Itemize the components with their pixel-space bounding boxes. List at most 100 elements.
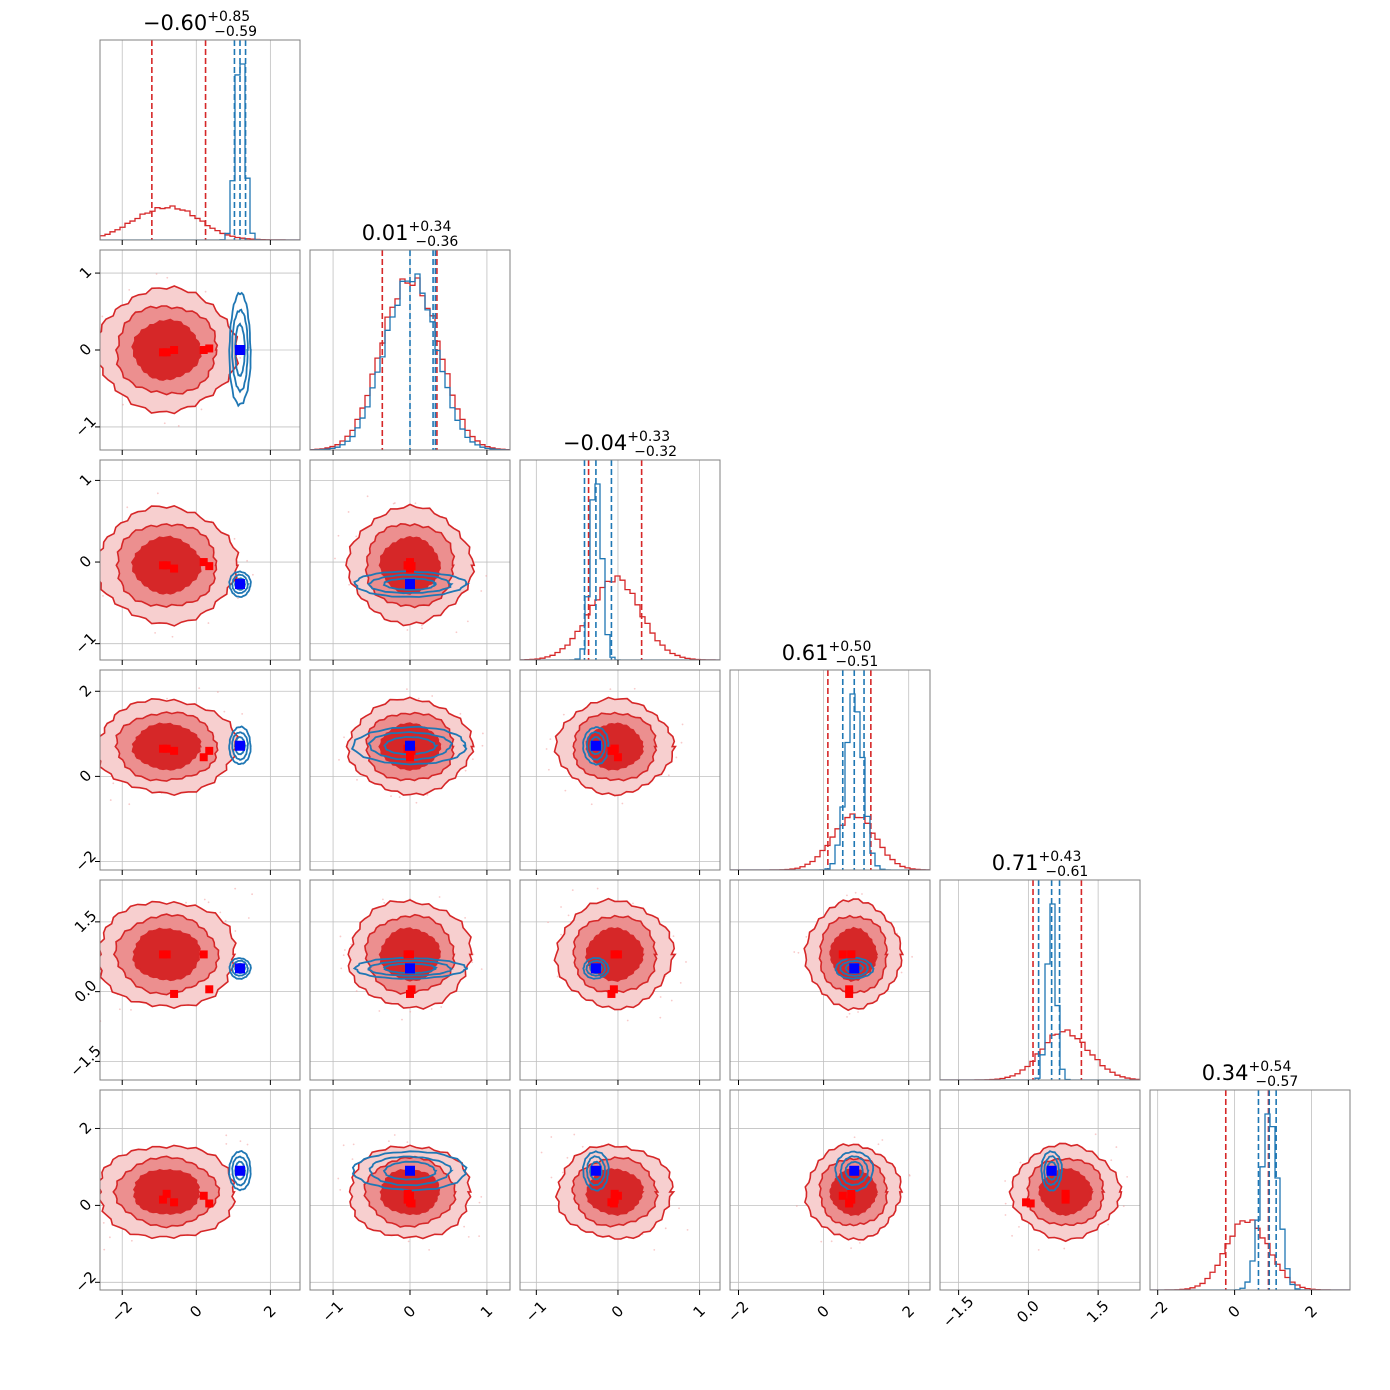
scatter-point	[471, 758, 474, 760]
red-marker	[205, 1199, 214, 1208]
blue-truth-marker	[235, 579, 245, 590]
scatter-point	[401, 1018, 403, 1021]
blue-contour-2	[353, 570, 471, 598]
blue-truth-marker	[235, 1165, 245, 1176]
blue-contour-2	[228, 1150, 252, 1192]
blue-truth-marker	[590, 1165, 601, 1176]
scatter-point	[398, 796, 401, 798]
blue-contour-1	[367, 959, 454, 977]
blue-contour-2	[834, 956, 875, 980]
red-marker	[199, 558, 208, 567]
red-histogram-2	[520, 575, 720, 660]
panel-frame	[519, 459, 721, 661]
red-marker	[610, 950, 619, 959]
x-tick-label: 2	[1301, 1302, 1320, 1321]
panel-content	[520, 670, 720, 870]
panel-5-4	[939, 1089, 1141, 1295]
scatter-point	[246, 1143, 249, 1146]
scatter-point	[1004, 1214, 1007, 1216]
scatter-point	[340, 967, 343, 970]
blue-contour-1	[368, 1155, 454, 1187]
title-minus: −0.36	[415, 234, 458, 250]
blue-contour-1	[367, 573, 454, 595]
blue-contour-2	[228, 570, 252, 598]
scatter-point	[337, 1177, 340, 1180]
scatter-point	[378, 1010, 381, 1012]
panel-4-2	[519, 879, 721, 1085]
scatter-point	[128, 288, 131, 291]
scatter-point	[466, 620, 469, 623]
x-tick-label: −1	[522, 1297, 550, 1325]
red-marker	[205, 562, 214, 571]
blue-contour-2	[581, 1150, 610, 1192]
red-marker	[609, 985, 618, 994]
red-marker	[199, 346, 208, 354]
scatter-point	[430, 1008, 433, 1010]
y-tick-label: −1	[71, 412, 99, 440]
scatter-point	[406, 1141, 409, 1143]
x-tick-label: −2	[1143, 1297, 1171, 1325]
scatter-point	[241, 713, 244, 715]
panel-3-0	[87, 669, 301, 875]
blue-truth-marker	[849, 963, 860, 974]
blue-contour-2	[834, 1150, 875, 1192]
scatter-point	[185, 901, 187, 904]
red-marker	[199, 753, 208, 762]
scatter-point	[820, 1240, 823, 1243]
blue-contour-1	[231, 731, 249, 761]
panel-frame	[99, 1089, 301, 1291]
scatter-point	[881, 1139, 884, 1141]
scatter-point	[540, 1151, 543, 1154]
scatter-point	[633, 687, 636, 690]
red-marker	[406, 989, 414, 998]
scatter-point	[431, 695, 434, 697]
scatter-point	[670, 999, 673, 1002]
panel-frame	[519, 879, 721, 1081]
panel-4-0	[95, 879, 301, 1085]
panel-frame	[99, 879, 301, 1081]
blue-contour-1	[231, 959, 250, 977]
blue-histogram-5	[1150, 1113, 1350, 1290]
blue-histogram-4	[940, 903, 1140, 1080]
scatter-point	[102, 1221, 105, 1224]
scatter-point	[632, 902, 634, 905]
blue-contour-2	[352, 956, 469, 980]
x-tick-label: 0	[400, 1302, 419, 1321]
x-tick-label: 0	[814, 1302, 833, 1321]
panel-2-1	[309, 459, 511, 665]
blue-truth-marker	[235, 963, 245, 974]
red-marker	[170, 1198, 179, 1207]
blue-truth-marker	[235, 345, 245, 355]
red-marker	[205, 344, 214, 353]
scatter-point	[224, 919, 227, 922]
panel-4-4	[939, 879, 1141, 1085]
scatter-point	[200, 408, 203, 411]
param-title-4: 0.71+0.43 −0.61	[992, 849, 1089, 880]
scatter-point	[87, 747, 89, 749]
y-tick-label: 1	[76, 263, 95, 282]
param-title-2: −0.04+0.33 −0.32	[563, 429, 677, 460]
panel-frame	[939, 879, 1141, 1081]
scatter-point	[848, 1012, 851, 1015]
red-marker	[158, 1195, 167, 1204]
panel-content	[100, 460, 300, 660]
scatter-point	[686, 1228, 689, 1231]
scatter-point	[560, 906, 562, 908]
scatter-point	[355, 535, 358, 538]
scatter-point	[609, 688, 612, 691]
title-minus: −0.61	[1045, 864, 1088, 880]
scatter-point	[438, 896, 441, 898]
scatter-point	[130, 1239, 133, 1242]
scatter-point	[414, 502, 417, 505]
scatter-point	[247, 917, 250, 919]
scatter-point	[207, 901, 210, 904]
scatter-point	[900, 971, 903, 974]
scatter-point	[348, 583, 351, 586]
y-tick-label: 1.5	[71, 907, 101, 937]
red-marker	[1061, 1195, 1070, 1204]
scatter-point	[337, 534, 340, 537]
scatter-point	[1094, 1133, 1097, 1136]
x-tick-label: −2	[108, 1297, 136, 1325]
blue-truth-marker	[590, 740, 601, 751]
red-marker	[199, 950, 208, 959]
